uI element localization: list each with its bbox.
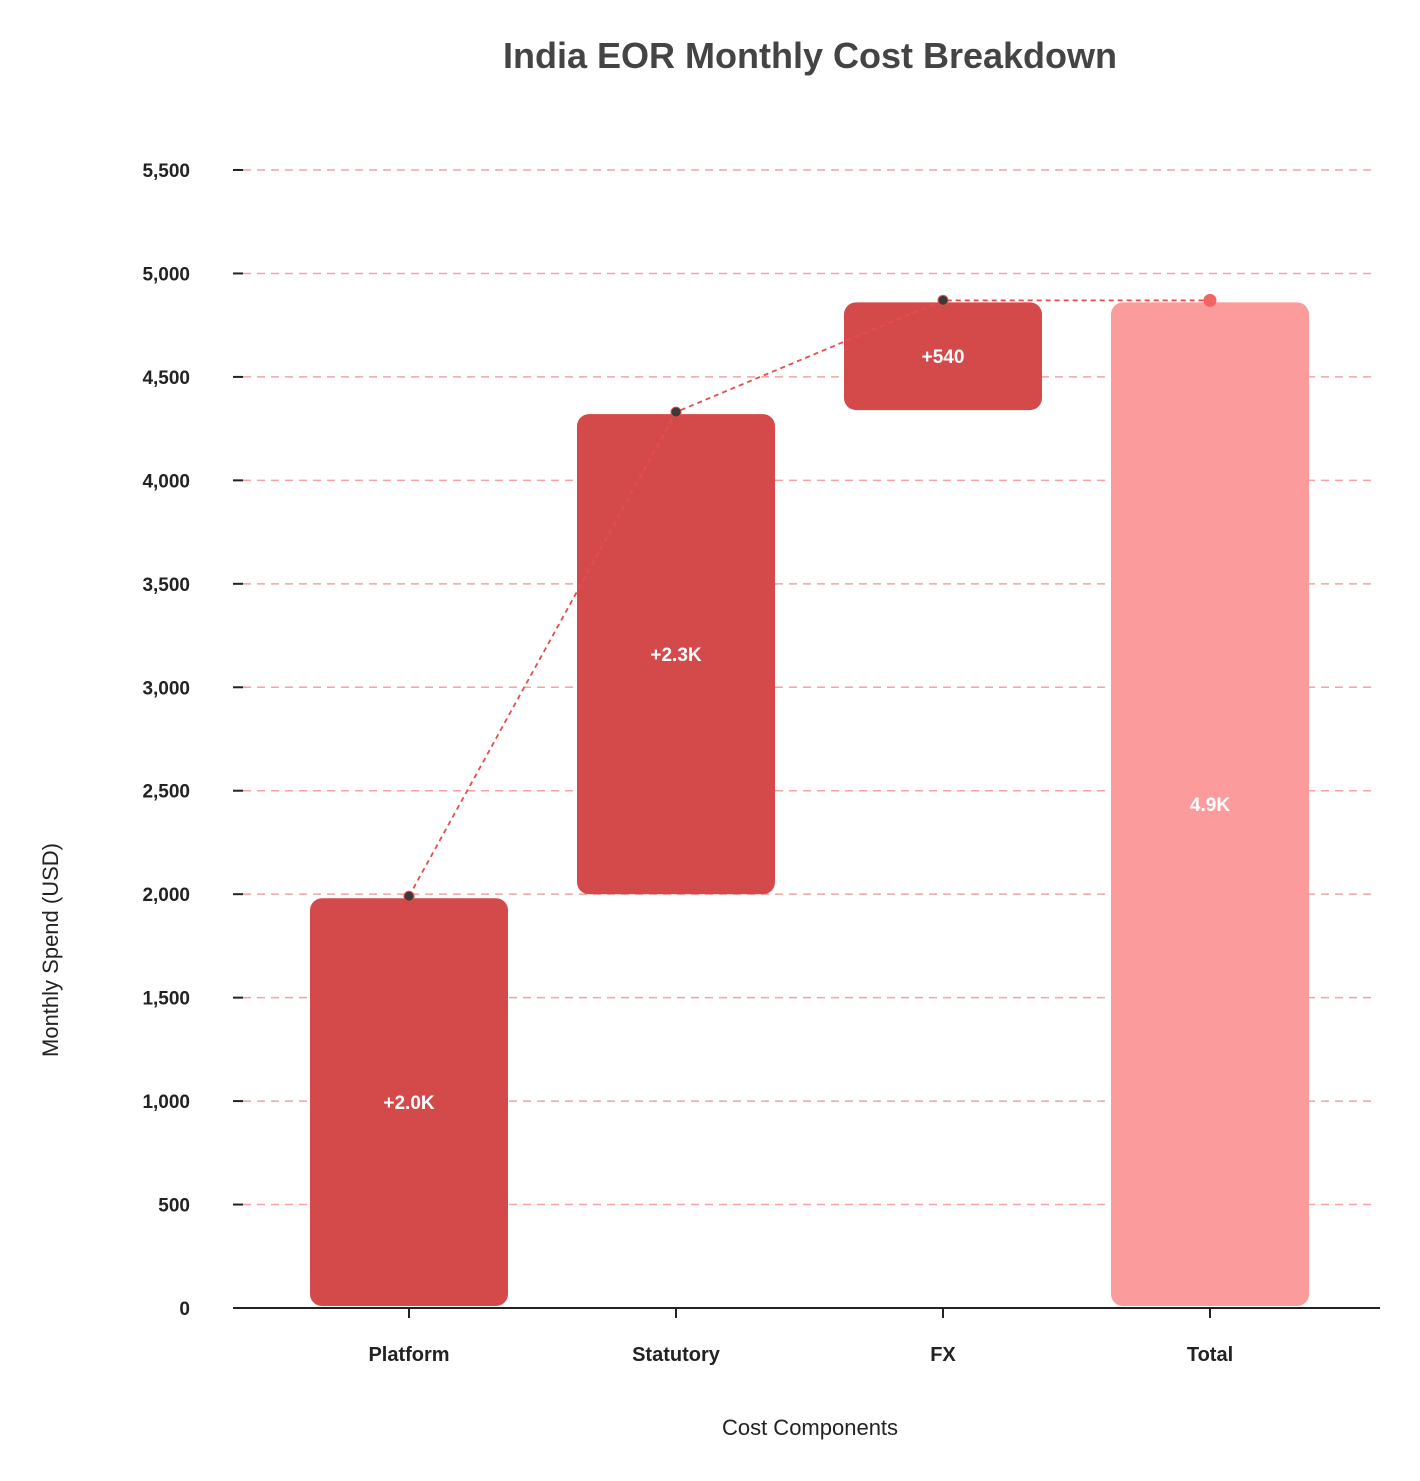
bar-labels: +2.0K +2.3K +540 4.9K — [383, 347, 1230, 1114]
x-category-label: FX — [930, 1344, 956, 1366]
x-category-label: Total — [1187, 1344, 1233, 1366]
x-axis-title: Cost Components — [722, 1415, 898, 1440]
y-tick-label: 2,000 — [142, 885, 190, 906]
y-tick-label: 4,500 — [142, 368, 190, 389]
y-tick-label: 1,500 — [142, 989, 190, 1010]
x-category-label: Statutory — [632, 1344, 721, 1366]
bar-fx — [844, 302, 1042, 411]
bar-value-label: 4.9K — [1190, 795, 1230, 816]
bar-value-label: +2.0K — [383, 1093, 435, 1114]
y-tick-label: 1,000 — [142, 1092, 190, 1113]
y-tick-label: 3,000 — [142, 678, 190, 699]
y-tick-label: 500 — [158, 1196, 190, 1217]
bar-statutory — [577, 414, 775, 895]
bar-value-label: +540 — [922, 347, 965, 368]
x-category-label: Platform — [368, 1344, 449, 1366]
x-axis-categories: Platform Statutory FX Total — [368, 1308, 1233, 1366]
bars — [310, 302, 1309, 1306]
cumulative-marker — [937, 294, 949, 306]
chart-title: India EOR Monthly Cost Breakdown — [503, 35, 1117, 76]
cumulative-marker — [403, 890, 415, 902]
bar-platform — [310, 898, 508, 1306]
cumulative-marker — [670, 406, 682, 418]
y-axis-title: Monthly Spend (USD) — [38, 843, 63, 1057]
y-tick-label: 2,500 — [142, 782, 190, 803]
y-tick-label: 0 — [179, 1299, 190, 1320]
y-tick-label: 4,000 — [142, 471, 190, 492]
bar-total — [1111, 302, 1309, 1306]
y-tick-label: 5,500 — [142, 161, 190, 182]
y-tick-label: 3,500 — [142, 575, 190, 596]
bar-value-label: +2.3K — [650, 645, 702, 666]
y-axis-ticks: 0 500 1,000 1,500 2,000 2,500 3,000 3,500 4,000 4… — [142, 161, 243, 1320]
cumulative-connector-line — [408, 299, 1210, 897]
y-tick-label: 5,000 — [142, 264, 190, 285]
total-marker — [1203, 293, 1217, 307]
connectors — [403, 293, 1217, 902]
